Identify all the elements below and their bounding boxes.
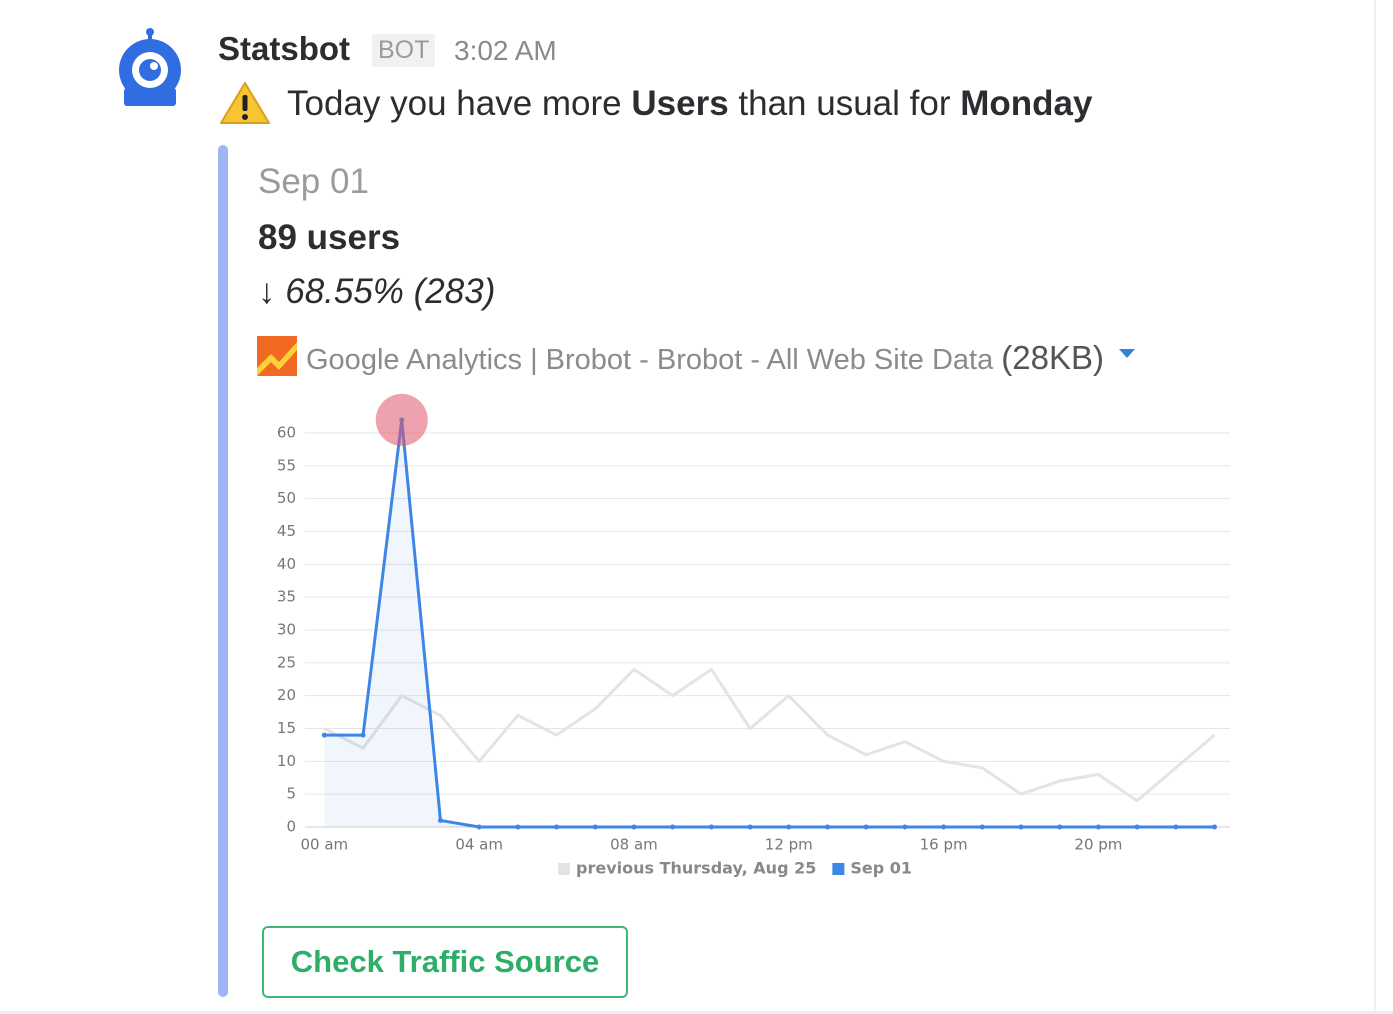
point	[1018, 824, 1024, 830]
message-text: Today you have more Users than usual for…	[287, 84, 1092, 124]
file-title[interactable]: Google Analytics | Brobot - Brobot - All…	[306, 344, 994, 376]
legend-label: Sep 01	[850, 859, 912, 878]
x-tick-label: 00 am	[301, 836, 349, 854]
y-tick-label: 40	[277, 555, 296, 573]
text: than usual for	[728, 84, 961, 123]
chart: 0 5 10 15 20 25 30 35 40 45 50 55 60 00 am 04 am 08 am 1…	[277, 393, 1230, 878]
attachment-date: Sep 01	[258, 162, 369, 201]
warning-icon	[220, 82, 270, 124]
y-tick-label: 15	[277, 719, 296, 737]
series-line	[323, 667, 1216, 803]
x-tick-label: 08 am	[610, 836, 658, 854]
x-tick-label: 12 pm	[765, 836, 813, 854]
point	[747, 824, 753, 830]
bottom-edge	[0, 1011, 1393, 1014]
point	[1212, 824, 1218, 830]
bot-avatar[interactable]	[116, 28, 184, 108]
point	[360, 732, 366, 738]
text-strong: Monday	[960, 84, 1093, 123]
attachment-bar	[218, 145, 228, 997]
file-name[interactable]: Google Analytics | Brobot - Brobot - All…	[306, 339, 1104, 377]
change: ↓ 68.55% (283)	[258, 272, 496, 311]
point	[1134, 824, 1140, 830]
y-tick-label: 45	[277, 522, 296, 540]
ga-icon	[257, 336, 297, 376]
y-tick-label: 60	[277, 424, 296, 442]
file-size: (28KB)	[1001, 339, 1105, 376]
series-line	[324, 418, 1215, 829]
legend-label: previous Thursday, Aug 25	[576, 859, 816, 878]
y-tick-label: 30	[277, 621, 296, 639]
y-tick-label: 50	[277, 489, 296, 507]
author[interactable]: Statsbot	[218, 30, 350, 67]
bot-badge: BOT	[372, 34, 436, 67]
y-tick-label: 25	[277, 653, 296, 671]
point	[902, 824, 908, 830]
file-menu-caret[interactable]	[1118, 348, 1136, 360]
check-traffic-button[interactable]: Check Traffic Source	[262, 926, 628, 998]
point	[1173, 824, 1179, 830]
point	[941, 824, 947, 830]
y-tick-label: 0	[286, 818, 296, 836]
timestamp[interactable]: 3:02 AM	[454, 35, 557, 66]
point	[1057, 824, 1063, 830]
peak-highlight	[375, 393, 428, 446]
point	[321, 732, 327, 738]
point	[863, 824, 869, 830]
point	[708, 824, 714, 830]
y-tick-label: 35	[277, 588, 296, 606]
legend-swatch	[832, 863, 845, 875]
area	[324, 419, 1215, 827]
point	[631, 824, 637, 830]
point	[554, 824, 560, 830]
pane-edge	[1374, 0, 1376, 1014]
x-tick-label: 16 pm	[920, 836, 968, 854]
point	[979, 824, 985, 830]
point	[824, 824, 830, 830]
y-tick-label: 5	[286, 785, 296, 803]
point	[670, 824, 676, 830]
x-tick-label: 20 pm	[1074, 836, 1122, 854]
point	[515, 824, 521, 830]
text: Today you have more	[287, 84, 632, 123]
point	[437, 817, 443, 823]
legend-swatch	[558, 863, 570, 875]
y-tick-label: 20	[277, 686, 296, 704]
point	[786, 824, 792, 830]
point	[1095, 824, 1101, 830]
text-strong: Users	[631, 84, 729, 123]
point	[592, 824, 598, 830]
x-tick-label: 04 am	[455, 836, 503, 854]
y-tick-label: 10	[277, 752, 296, 770]
y-tick-label: 55	[277, 456, 296, 474]
point	[476, 824, 482, 830]
users-count: 89 users	[258, 218, 401, 257]
